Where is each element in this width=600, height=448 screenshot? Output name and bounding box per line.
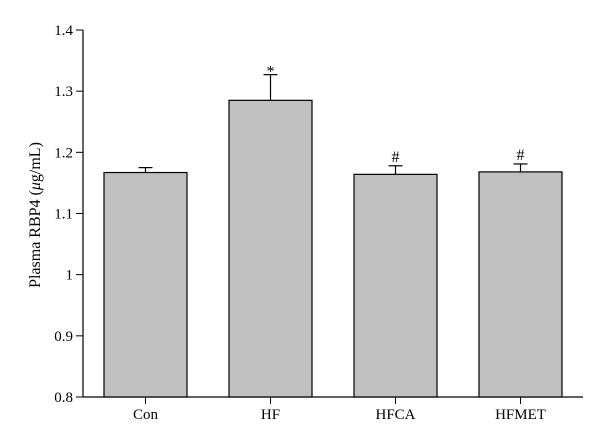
plot-area: 0.8 0.9 1 1.1 1.2 1.3 1.4 Con HF * HFCA # HFMET #: [54, 23, 583, 423]
significance-marker: *: [267, 64, 275, 81]
significance-marker: #: [517, 147, 525, 164]
bar: [103, 171, 188, 398]
y-tick-label: 1.1: [54, 207, 73, 223]
y-tick-label: 0.9: [54, 329, 73, 345]
y-tick-label: 1: [66, 268, 74, 284]
y-tick-label: 0.8: [54, 390, 73, 406]
x-tick-label: Con: [133, 407, 159, 423]
x-tick-label: HFMET: [495, 407, 546, 423]
bar: [353, 173, 438, 398]
bar: [228, 99, 313, 398]
y-axis-label: Plasma RBP4 (μg/mL): [27, 142, 44, 288]
x-tick-label: HF: [261, 407, 280, 423]
x-tick-label: HFCA: [375, 407, 415, 423]
y-tick-label: 1.3: [54, 84, 73, 100]
bar: [478, 171, 563, 398]
y-tick-label: 1.2: [54, 145, 73, 161]
y-tick-label: 1.4: [54, 23, 73, 39]
significance-marker: #: [392, 149, 400, 166]
